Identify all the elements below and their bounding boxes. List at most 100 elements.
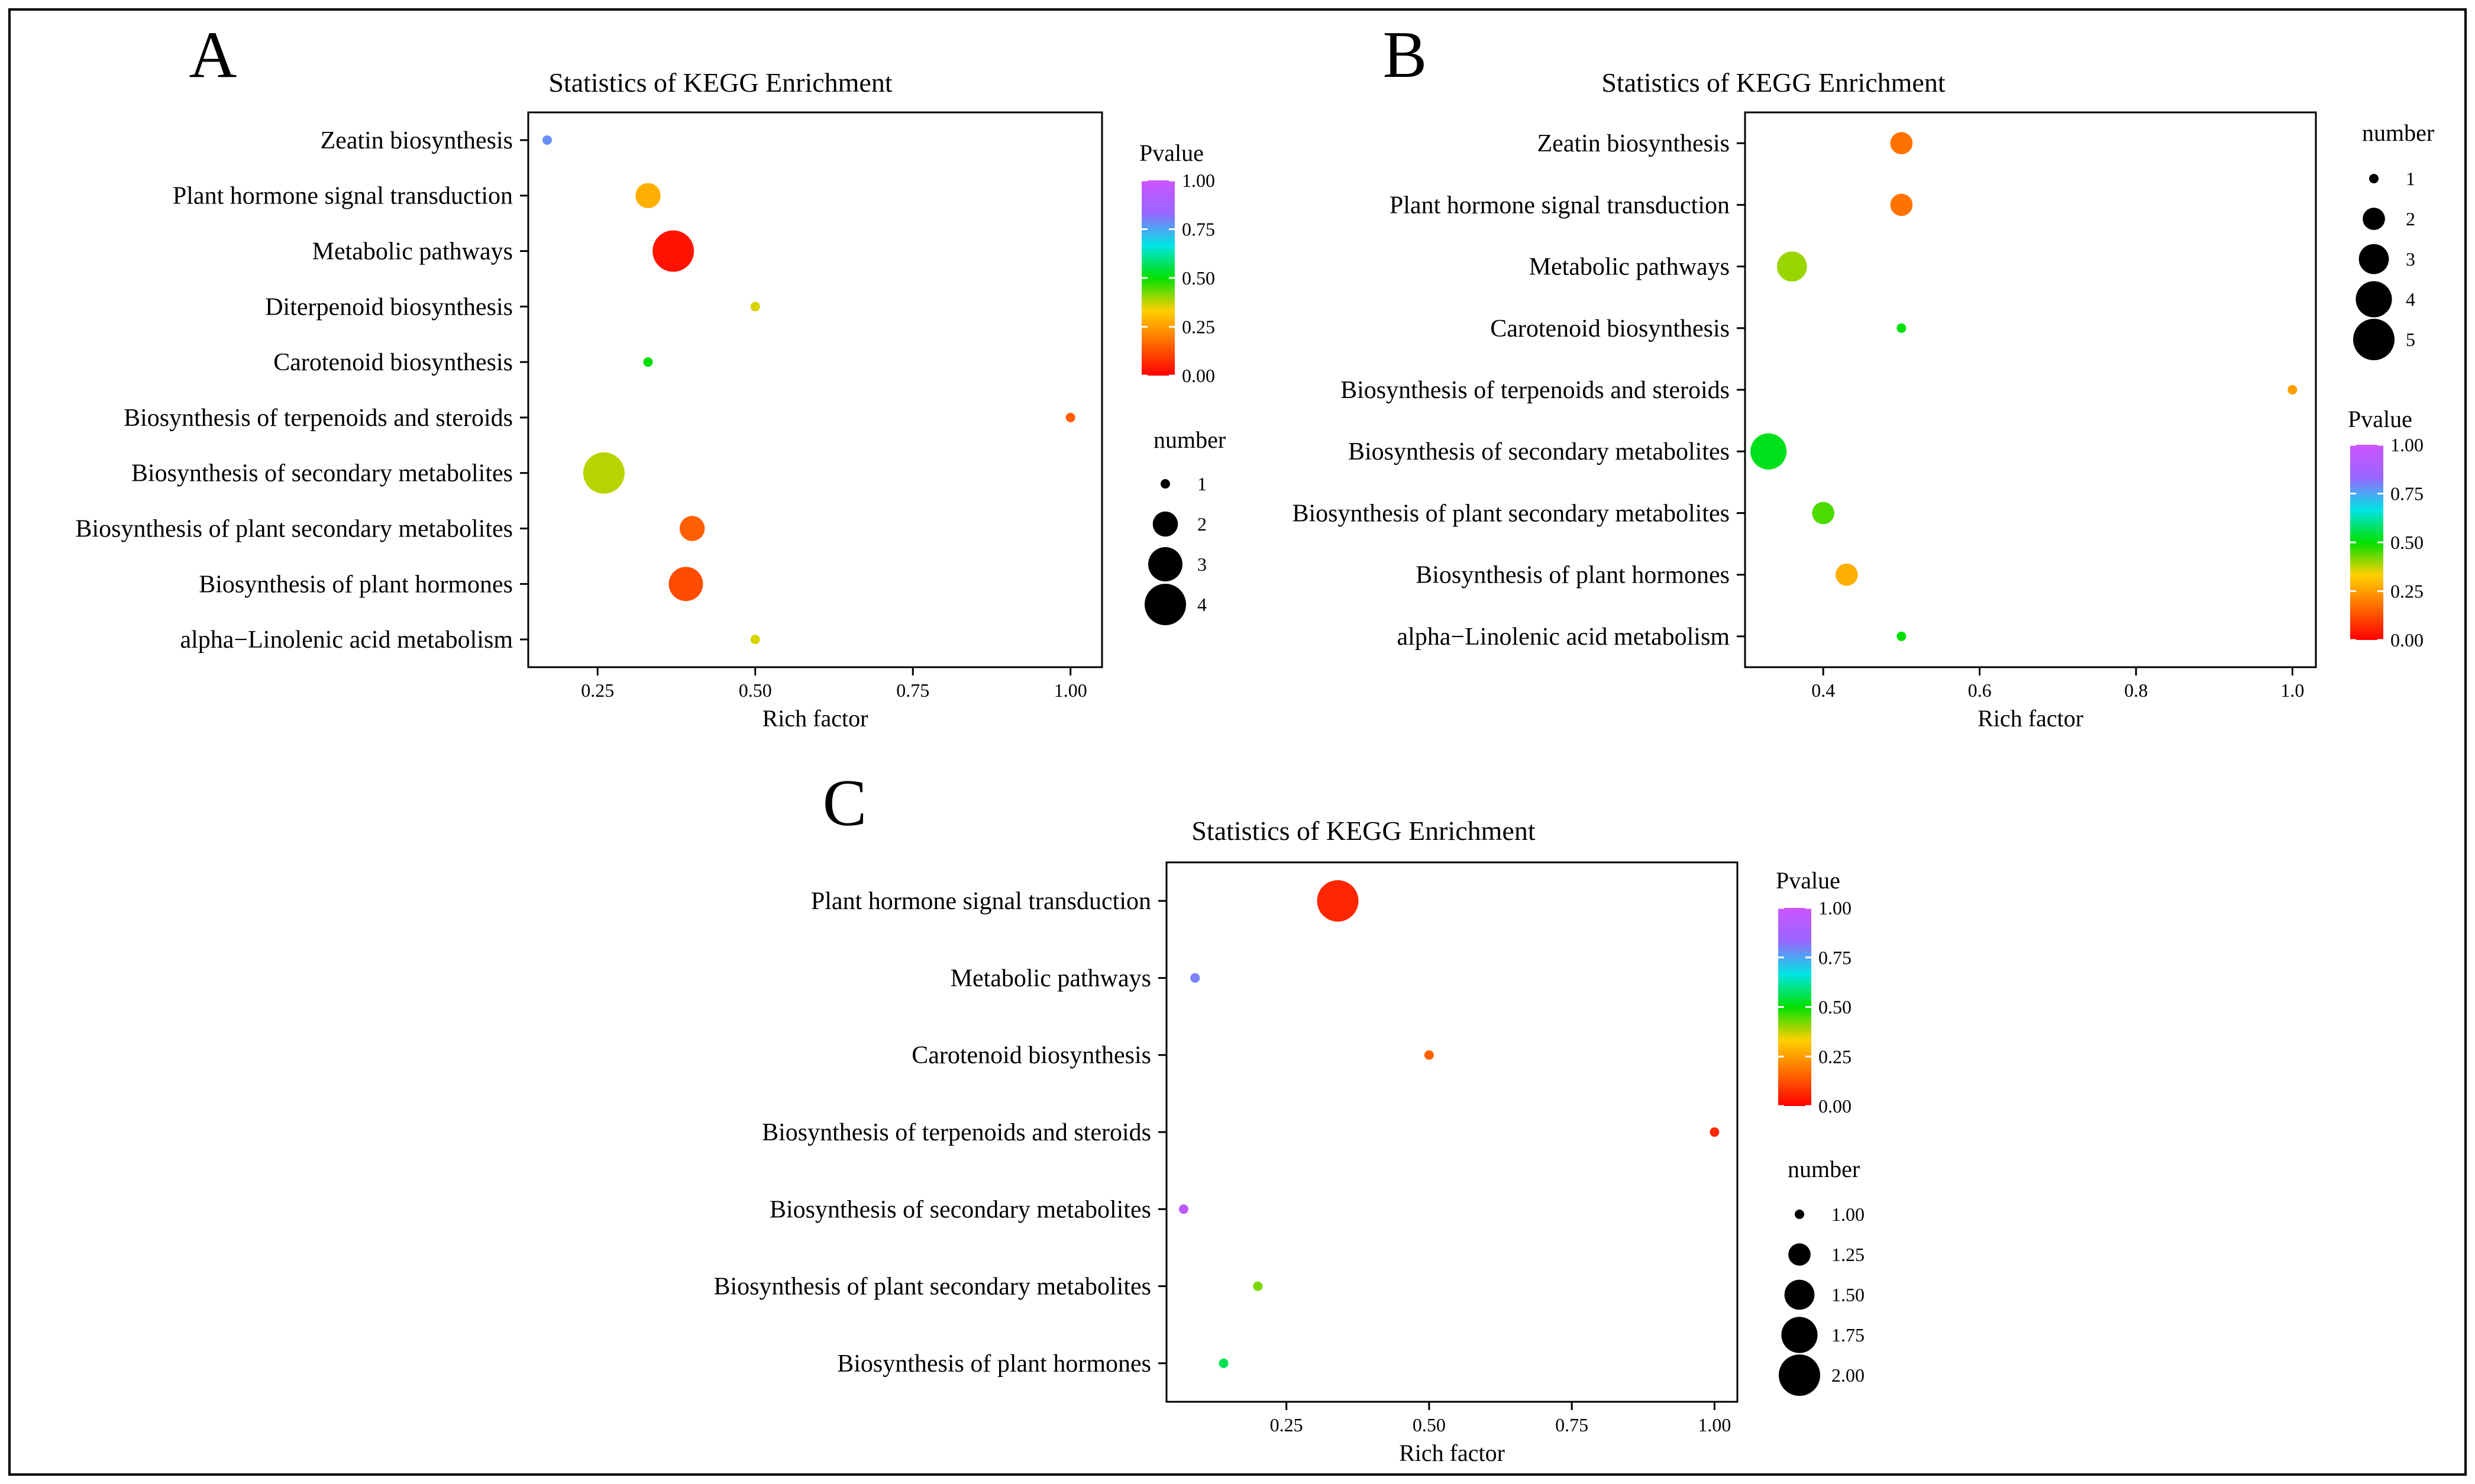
y-tick-label: Metabolic pathways [951, 965, 1151, 992]
y-tick-label: Biosynthesis of secondary metabolites [131, 460, 513, 487]
y-tick-label: Zeatin biosynthesis [321, 127, 513, 154]
y-tick-label: Carotenoid biosynthesis [273, 349, 513, 376]
chart-title: Statistics of KEGG Enrichment [1191, 816, 1536, 846]
chart-panel-b: B Statistics of KEGG Enrichment Zeatin bio… [1292, 18, 2434, 732]
color-legend-title: Pvalue [1139, 140, 1204, 166]
size-legend-label: 1.00 [1831, 1204, 1865, 1225]
x-tick-label: 0.6 [1968, 680, 1992, 701]
color-legend-label: 0.50 [1182, 267, 1215, 289]
y-tick-label: Biosynthesis of plant secondary metaboli… [75, 516, 513, 543]
x-tick-label: 0.25 [581, 680, 614, 701]
chart-title: Statistics of KEGG Enrichment [1601, 67, 1946, 98]
y-tick-label: Biosynthesis of terpenoids and steroids [762, 1119, 1151, 1146]
size-legend-marker [1779, 1354, 1820, 1396]
data-point [1750, 433, 1787, 470]
size-legend-label: 4 [1197, 594, 1207, 615]
color-legend-label: 0.25 [2390, 581, 2424, 602]
size-legend-label: 1.75 [1831, 1324, 1865, 1346]
size-legend-label: 1.50 [1831, 1284, 1865, 1305]
data-point [1178, 1204, 1188, 1214]
data-point [1890, 132, 1913, 154]
size-legend-marker [1784, 1279, 1815, 1310]
size-legend-marker [1788, 1243, 1811, 1266]
x-tick-label: 0.8 [2124, 680, 2148, 701]
y-tick-label: Metabolic pathways [312, 238, 513, 266]
data-point [1896, 323, 1907, 333]
size-legend-label: 2 [1197, 513, 1207, 535]
size-legend-label: 3 [1197, 554, 1207, 575]
data-point [668, 567, 703, 602]
y-tick-label: Biosynthesis of terpenoids and steroids [124, 405, 513, 432]
size-legend-label: 1 [2406, 168, 2415, 189]
panel-letter: A [189, 18, 237, 92]
size-legend-marker [1795, 1210, 1804, 1219]
panel-letter: B [1383, 18, 1427, 92]
color-legend-label: 0.25 [1818, 1046, 1852, 1067]
y-tick-label: Biosynthesis of terpenoids and steroids [1340, 377, 1730, 404]
size-legend-label: 5 [2406, 329, 2415, 350]
x-tick-label: 1.00 [1698, 1414, 1731, 1435]
data-point [679, 516, 705, 541]
y-tick-label: Biosynthesis of plant hormones [199, 571, 513, 598]
color-legend-label: 1.00 [2390, 434, 2424, 455]
size-legend-label: 2.00 [1831, 1365, 1865, 1386]
data-point [1424, 1050, 1434, 1060]
size-legend-marker [2356, 281, 2392, 318]
size-legend-title: number [1788, 1156, 1860, 1182]
color-legend-label: 0.00 [2390, 629, 2424, 651]
data-point [1710, 1127, 1720, 1137]
data-point [1253, 1281, 1263, 1291]
size-legend-label: 2 [2406, 208, 2415, 229]
y-tick-label: Biosynthesis of secondary metabolites [770, 1196, 1151, 1223]
x-axis-label: Rich factor [1978, 705, 2083, 732]
y-tick-label: Biosynthesis of plant hormones [1416, 562, 1730, 589]
data-point [750, 635, 760, 645]
x-tick-label: 0.4 [1811, 680, 1835, 701]
size-legend-marker [2369, 174, 2379, 183]
color-legend-label: 0.75 [2390, 483, 2424, 505]
size-legend-label: 4 [2406, 289, 2415, 310]
y-tick-label: Plant hormone signal transduction [173, 183, 513, 210]
data-point [1065, 412, 1075, 422]
size-legend-marker [1145, 584, 1186, 625]
y-tick-label: alpha−Linolenic acid metabolism [1397, 623, 1730, 651]
chart-panel-c: C Statistics of KEGG Enrichment Plant horm… [713, 767, 1865, 1466]
y-tick-label: Biosynthesis of plant secondary metaboli… [1292, 500, 1730, 527]
chart-panel-a: A Statistics of KEGG Enrichment Zeatin bio… [75, 18, 1226, 732]
data-point [1219, 1358, 1229, 1368]
data-point [1836, 563, 1858, 586]
color-legend-label: 1.00 [1818, 897, 1852, 919]
y-tick-label: Biosynthesis of plant hormones [837, 1350, 1151, 1378]
size-legend-marker [2363, 208, 2385, 230]
color-legend-label: 0.75 [1182, 219, 1215, 240]
y-tick-label: Metabolic pathways [1529, 254, 1730, 281]
color-legend-label: 1.00 [1182, 170, 1215, 191]
data-point [1317, 880, 1359, 922]
y-tick-label: Carotenoid biosynthesis [912, 1042, 1151, 1069]
x-tick-label: 0.50 [739, 680, 772, 701]
color-legend-label: 0.75 [1818, 947, 1852, 968]
y-tick-label: Plant hormone signal transduction [1390, 192, 1730, 219]
data-point [2287, 385, 2298, 395]
color-legend-title: Pvalue [2348, 406, 2412, 432]
y-tick-label: alpha−Linolenic acid metabolism [180, 626, 513, 654]
y-tick-label: Plant hormone signal transduction [811, 888, 1151, 915]
x-tick-label: 0.75 [896, 680, 929, 701]
data-point [1776, 251, 1807, 282]
size-legend-label: 3 [2406, 248, 2415, 270]
data-point [1812, 502, 1835, 525]
data-point [542, 135, 552, 145]
color-legend-label: 0.00 [1182, 365, 1215, 386]
x-tick-label: 1.00 [1054, 680, 1087, 701]
size-legend-marker [1161, 479, 1170, 489]
data-point [750, 302, 760, 312]
x-tick-label: 0.50 [1413, 1414, 1446, 1435]
size-legend-title: number [2362, 119, 2434, 146]
color-legend-title: Pvalue [1776, 867, 1840, 894]
y-tick-label: Diterpenoid biosynthesis [265, 293, 513, 321]
data-point [635, 183, 661, 208]
plot-frame [527, 111, 1103, 668]
size-legend-title: number [1154, 426, 1226, 453]
x-axis-label: Rich factor [1399, 1440, 1505, 1466]
